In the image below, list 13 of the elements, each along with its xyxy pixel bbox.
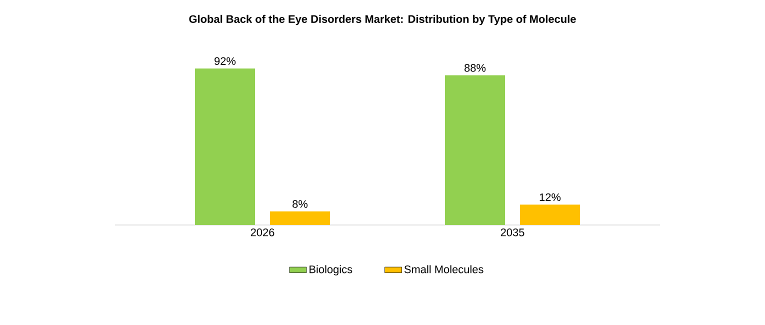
data-label: 8% [292,200,308,208]
legend-label: Small Molecules [404,265,484,274]
bar [445,75,506,225]
bar [195,68,256,225]
legend-label: Biologics [310,265,352,276]
x-tick-label: 2026 [250,228,274,236]
data-label: 88% [464,64,486,72]
x-tick-label: 2035 [500,228,524,236]
data-label: 92% [214,57,236,65]
chart-title: Global Back of the Eye Disorders Market: Distribution by Type of Molecule [189,14,576,26]
bar [520,204,580,225]
bar [270,211,330,225]
data-label: 12% [540,193,561,202]
